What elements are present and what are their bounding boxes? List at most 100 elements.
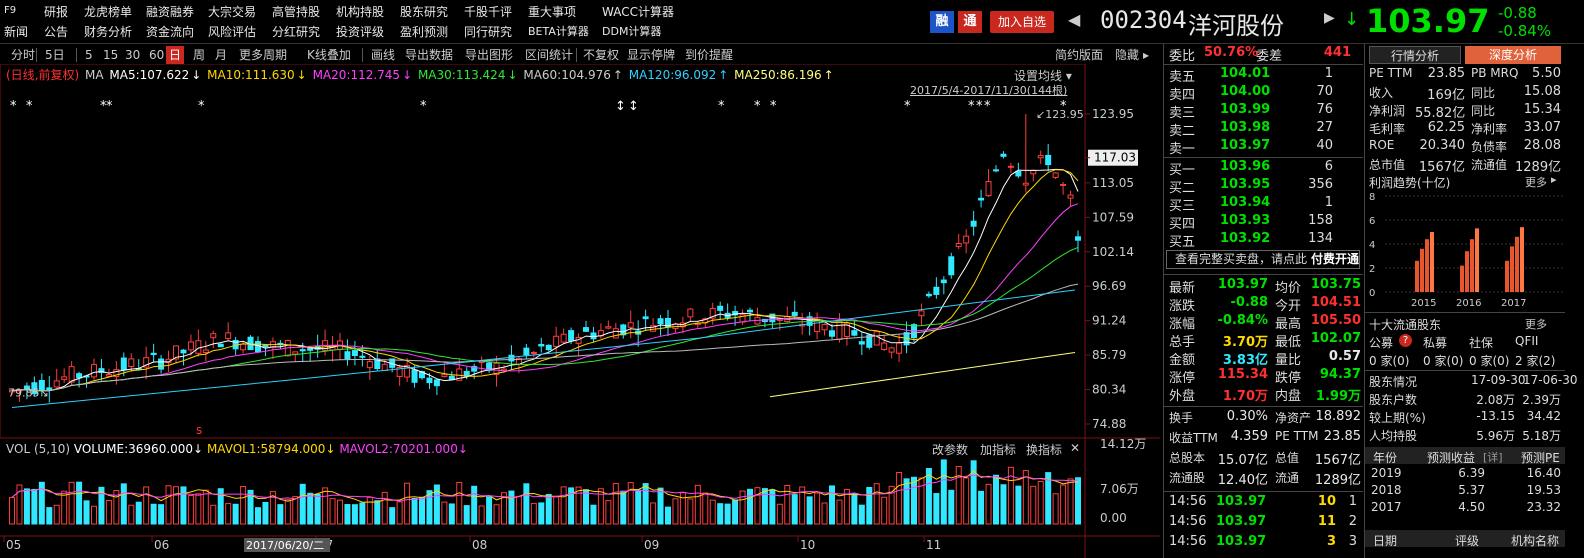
bid-row[interactable]: 买四 103.93 158	[1164, 213, 1363, 232]
full-book-link[interactable]: 查看完整买卖盘，请点此 付费开通	[1166, 250, 1360, 269]
menu-item[interactable]: 高管持股	[272, 5, 321, 19]
shareholder-value: 5.96万	[1476, 429, 1515, 443]
bid-row[interactable]: 买二 103.95 356	[1164, 177, 1363, 196]
toolbar-item[interactable]: 不复权	[583, 48, 620, 62]
ma-settings-button[interactable]: 设置均线 ▾	[1014, 69, 1072, 83]
toolbar-item[interactable]: 30	[125, 48, 141, 62]
event-marker-icon[interactable]: *	[198, 99, 205, 114]
menu-item[interactable]: 大宗交易	[208, 5, 257, 19]
menu-item[interactable]: WACC计算器	[602, 5, 674, 19]
add-indicator-button[interactable]: 加指标	[980, 443, 1017, 457]
kline-chart[interactable]: 123.95 117.03 113.05 107.59 102.14 96.69 91.24…	[0, 64, 1160, 558]
quote-row: 金额 3.83亿 量比 0.57	[1164, 349, 1363, 368]
menu-item[interactable]: 新闻	[4, 25, 29, 39]
close-indicator-icon[interactable]: ✕	[1070, 441, 1081, 455]
event-marker-icon[interactable]: *	[420, 99, 427, 114]
event-marker-icon[interactable]: *	[718, 99, 725, 114]
menu-item[interactable]: F9	[4, 5, 17, 16]
tab-market-analysis[interactable]: 行情分析	[1369, 46, 1461, 64]
edit-params-button[interactable]: 改参数	[932, 443, 969, 457]
margin-trading-badge[interactable]: 融	[930, 11, 954, 33]
toolbar-item[interactable]: 分时	[11, 48, 36, 62]
event-marker-icon[interactable]: ↕	[628, 99, 639, 114]
ask-row[interactable]: 卖二 103.98 27	[1164, 120, 1363, 139]
toolbar-item[interactable]: 导出图形	[465, 48, 514, 62]
more-link[interactable]: 更多	[1525, 176, 1547, 189]
bid-row[interactable]: 买一 103.96 6	[1164, 159, 1363, 178]
event-marker-icon[interactable]: *	[984, 99, 991, 114]
menu-item[interactable]: BETA计算器	[528, 25, 589, 38]
menu-item[interactable]: 投资评级	[336, 25, 385, 39]
menu-item[interactable]: 机构持股	[336, 5, 385, 19]
event-marker-icon[interactable]: *	[754, 99, 761, 114]
menu-item[interactable]: DDM计算器	[602, 25, 662, 38]
event-marker-icon[interactable]: *	[968, 99, 975, 114]
hide-button[interactable]: 隐藏	[1115, 48, 1140, 62]
hide-arrow-icon[interactable]: ▸	[1143, 48, 1150, 62]
volume-bar	[732, 499, 739, 525]
tab-deep-analysis[interactable]: 深度分析	[1465, 46, 1561, 64]
next-stock-icon[interactable]: ▶	[1324, 10, 1335, 26]
y-tick-label: 2	[1369, 264, 1375, 275]
forecast-detail-link[interactable]: [详]	[1483, 451, 1503, 464]
event-marker-icon[interactable]: ↕	[615, 99, 626, 114]
switch-indicator-button[interactable]: 换指标	[1026, 443, 1063, 457]
toolbar-item[interactable]: 更多周期	[239, 48, 288, 62]
menu-item[interactable]: 资金流向	[146, 25, 195, 39]
volume-bar	[23, 488, 30, 525]
event-marker-icon[interactable]: *	[1060, 99, 1067, 114]
menu-item[interactable]: 财务分析	[84, 25, 133, 39]
toolbar-item[interactable]: 显示停牌	[627, 48, 676, 62]
ask-row[interactable]: 卖一 103.97 40	[1164, 138, 1363, 157]
bid-row[interactable]: 买五 103.92 134	[1164, 231, 1363, 250]
price-tick-label: 123.95	[1092, 107, 1134, 121]
menu-item[interactable]: 分红研究	[272, 25, 321, 39]
candle-body	[627, 322, 634, 328]
menu-item[interactable]: 股东研究	[400, 5, 449, 19]
toolbar-item[interactable]: 5	[85, 48, 93, 62]
menu-item[interactable]: 研报	[44, 5, 69, 19]
more-arrow-icon[interactable]: ▸	[1551, 173, 1557, 186]
pay-link[interactable]: 付费开通	[1311, 252, 1360, 266]
volume-bar	[1067, 478, 1074, 525]
menu-item[interactable]: 融资融券	[146, 5, 195, 19]
toolbar-item[interactable]: K线叠加	[307, 48, 351, 62]
prev-stock-icon[interactable]: ◀	[1068, 10, 1081, 29]
toolbar-item[interactable]: 15	[103, 48, 119, 62]
info-icon[interactable]: ?	[1399, 334, 1412, 347]
simple-layout-button[interactable]: 简约版面	[1055, 48, 1104, 62]
stock-connect-badge[interactable]: 通	[958, 11, 982, 33]
menu-item[interactable]: 公告	[44, 25, 69, 39]
toolbar-item[interactable]: 区间统计	[525, 48, 574, 62]
menu-item[interactable]: 盈利预测	[400, 25, 449, 39]
ask-row[interactable]: 卖三 103.99 76	[1164, 102, 1363, 121]
event-marker-icon[interactable]: *	[10, 99, 17, 114]
menu-item[interactable]: 重大事项	[528, 5, 577, 19]
menu-item[interactable]: 千股千评	[464, 5, 513, 19]
toolbar-item[interactable]: 60	[149, 48, 165, 62]
ask-row[interactable]: 卖四 104.00 70	[1164, 84, 1363, 103]
toolbar-item[interactable]: 导出数据	[405, 48, 454, 62]
add-to-watchlist-button[interactable]: 加入自选	[990, 11, 1054, 33]
menu-item[interactable]: 同行研究	[464, 25, 513, 39]
event-marker-icon[interactable]: *	[106, 99, 113, 114]
candle-body	[1075, 236, 1081, 241]
toolbar-item[interactable]: 5日	[45, 48, 65, 62]
menu-item[interactable]: 龙虎榜单	[84, 5, 133, 19]
toolbar-item[interactable]: 月	[215, 48, 228, 62]
candle-body	[1067, 194, 1074, 199]
event-marker-icon[interactable]: *	[100, 99, 107, 114]
toolbar-item[interactable]: 到价提醒	[685, 48, 734, 62]
more-link[interactable]: 更多	[1525, 318, 1547, 331]
event-marker-icon[interactable]: *	[770, 99, 777, 114]
bid-row[interactable]: 买三 103.94 1	[1164, 195, 1363, 214]
menu-item[interactable]: 风险评估	[208, 25, 257, 39]
toolbar-item[interactable]: 周	[193, 48, 206, 62]
event-marker-icon[interactable]: *	[976, 99, 983, 114]
event-marker-icon[interactable]: *	[904, 99, 911, 114]
ask-row[interactable]: 卖五 104.01 1	[1164, 66, 1363, 85]
toolbar-item[interactable]: 日	[166, 46, 185, 64]
dividend-marker[interactable]: s	[196, 423, 202, 437]
toolbar-item[interactable]: 画线	[371, 48, 396, 62]
event-marker-icon[interactable]: *	[26, 99, 33, 114]
